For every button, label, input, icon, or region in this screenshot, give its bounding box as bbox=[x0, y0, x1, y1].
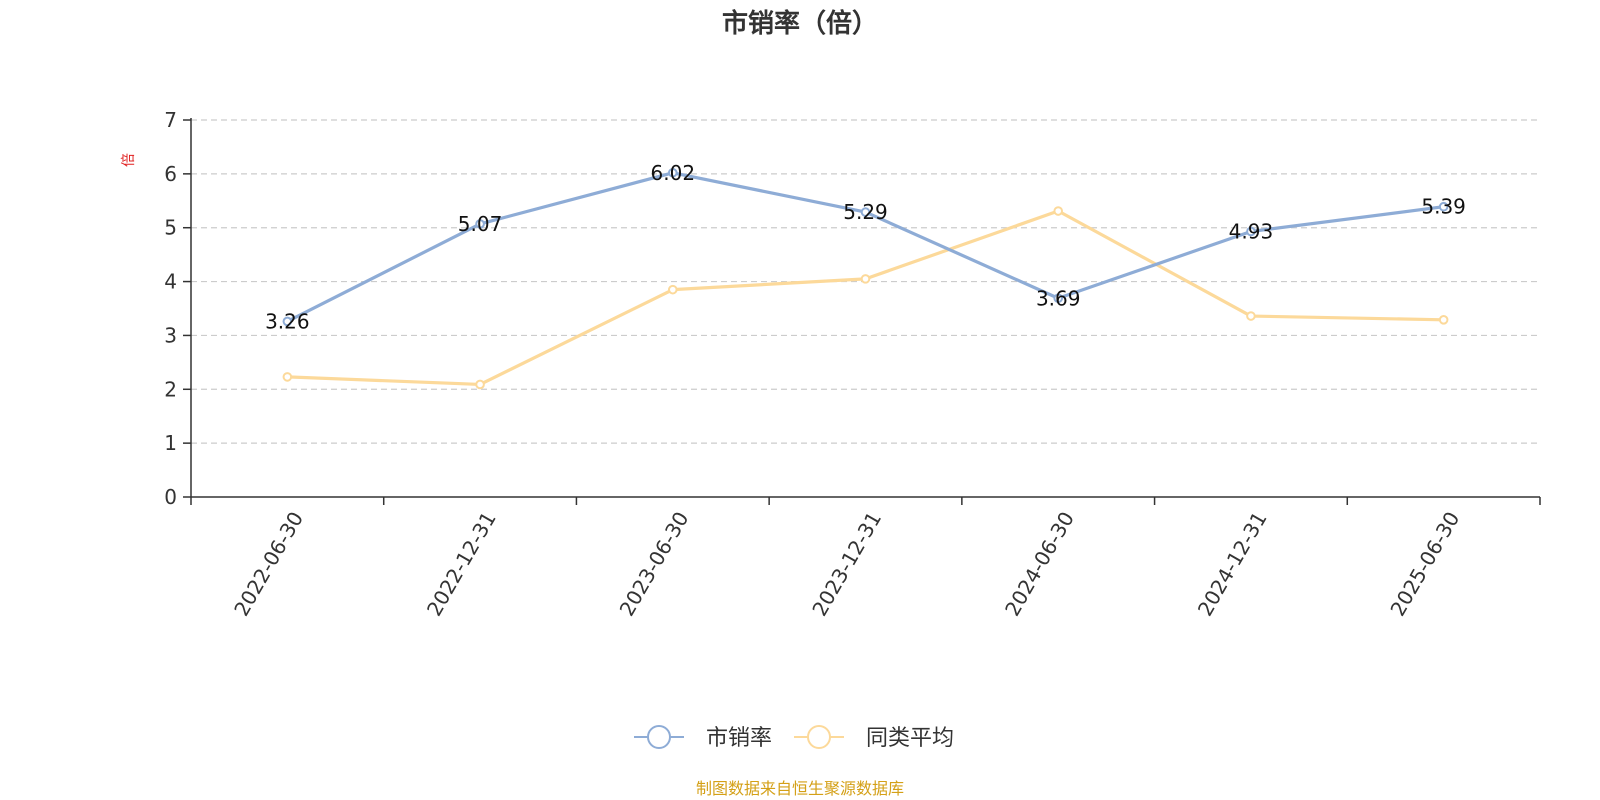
legend[interactable]: 市销率 同类平均 bbox=[634, 725, 954, 751]
y-tick-label: 3 bbox=[164, 323, 177, 347]
x-tick-label: 2025-06-30 bbox=[1385, 508, 1464, 621]
y-tick-label: 4 bbox=[164, 270, 177, 294]
data-point[interactable] bbox=[1246, 311, 1256, 321]
x-tick-label: 2024-12-31 bbox=[1193, 508, 1272, 621]
grid-lines bbox=[191, 119, 1540, 444]
y-tick-label: 1 bbox=[164, 431, 177, 455]
data-label: 4.93 bbox=[1229, 219, 1274, 243]
data-point[interactable] bbox=[1053, 206, 1064, 216]
data-point[interactable] bbox=[860, 207, 871, 217]
data-point[interactable] bbox=[1246, 226, 1256, 237]
data-point[interactable] bbox=[475, 219, 485, 229]
y-tick-label: 7 bbox=[164, 108, 177, 132]
legend-item-0[interactable]: 市销率 bbox=[634, 725, 772, 751]
data-label: 3.26 bbox=[265, 309, 310, 333]
x-tick-label: 2023-06-30 bbox=[615, 508, 694, 621]
data-label: 5.29 bbox=[843, 200, 888, 224]
data-point[interactable] bbox=[667, 167, 678, 178]
x-tick-label: 2024-06-30 bbox=[1000, 508, 1079, 621]
legend-label: 市销率 bbox=[706, 726, 772, 751]
y-tick-label: 0 bbox=[164, 485, 177, 509]
series-layer: 3.26 5.07 6.02 5.29 3.69 4.93 5.39 bbox=[265, 161, 1466, 390]
y-tick-label: 6 bbox=[164, 162, 177, 186]
data-point[interactable] bbox=[667, 284, 678, 295]
y-tick-label: 5 bbox=[164, 216, 177, 240]
legend-marker bbox=[647, 725, 671, 749]
legend-marker bbox=[807, 725, 831, 749]
data-point[interactable] bbox=[1438, 315, 1449, 325]
data-label: 3.69 bbox=[1036, 286, 1081, 310]
data-label: 6.02 bbox=[651, 161, 696, 185]
legend-item-1[interactable]: 同类平均 bbox=[794, 725, 954, 751]
data-label: 5.39 bbox=[1421, 195, 1466, 219]
series-1 bbox=[282, 206, 1449, 390]
y-axis-label: 倍 bbox=[121, 153, 137, 167]
data-point[interactable] bbox=[860, 274, 871, 284]
y-tick-label: 2 bbox=[164, 377, 177, 401]
x-tick-label: 2023-12-31 bbox=[807, 508, 886, 621]
data-label: 5.07 bbox=[458, 212, 503, 236]
x-tick-label: 2022-06-30 bbox=[229, 508, 308, 621]
chart-title: 市销率（倍） bbox=[722, 8, 878, 39]
data-point[interactable] bbox=[282, 316, 293, 327]
axes: 0 1 2 3 4 5 6 7 2022-06-30 2022-12-31 2023-06-30 20… bbox=[164, 108, 1541, 621]
x-tick-label: 2022-12-31 bbox=[422, 507, 501, 620]
data-point[interactable] bbox=[475, 379, 485, 390]
series-line bbox=[286, 171, 1444, 323]
data-point[interactable] bbox=[1053, 293, 1064, 304]
source-note: 制图数据来自恒生聚源数据库 bbox=[696, 779, 904, 798]
data-point[interactable] bbox=[1438, 201, 1449, 212]
data-point[interactable] bbox=[282, 372, 293, 382]
legend-label: 同类平均 bbox=[866, 726, 954, 751]
series-0: 3.26 5.07 6.02 5.29 3.69 4.93 5.39 bbox=[265, 161, 1466, 334]
